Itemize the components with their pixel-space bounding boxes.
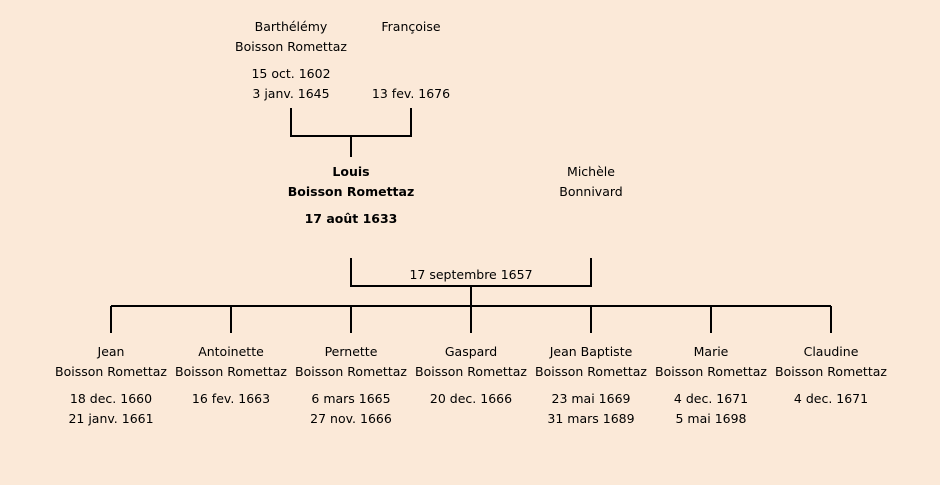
death-date: 5 mai 1698 — [675, 411, 747, 426]
death-date — [761, 409, 901, 429]
first-name: Antoinette — [198, 344, 264, 359]
first-name: Pernette — [324, 344, 378, 359]
birth-date: 15 oct. 1602 — [251, 66, 331, 81]
child-card: Claudine Boisson Romettaz 4 dec. 1671 — [761, 342, 901, 429]
last-name: Boisson Romettaz — [775, 364, 887, 379]
birth-date: 23 mai 1669 — [551, 391, 631, 406]
first-name: Françoise — [381, 19, 441, 34]
child-card: Jean Boisson Romettaz 18 dec. 1660 21 ja… — [41, 342, 181, 429]
death-date: 21 janv. 1661 — [68, 411, 154, 426]
child-card: Marie Boisson Romettaz 4 dec. 1671 5 mai… — [641, 342, 781, 429]
last-name: Bonnivard — [559, 184, 623, 199]
first-name: Barthélémy — [254, 19, 328, 34]
child-card: Gaspard Boisson Romettaz 20 dec. 1666 — [401, 342, 541, 429]
first-name: Marie — [693, 344, 729, 359]
marriage-connector — [350, 258, 592, 306]
child-card: Jean Baptiste Boisson Romettaz 23 mai 16… — [521, 342, 661, 429]
last-name: Boisson Romettaz — [175, 364, 287, 379]
subject-card: Louis Boisson Romettaz 17 août 1633 — [281, 162, 421, 229]
child-card: Pernette Boisson Romettaz 6 mars 1665 27… — [281, 342, 421, 429]
marriage-date: 17 septembre 1657 — [409, 267, 533, 282]
first-name: Louis — [332, 164, 370, 179]
last-name — [341, 37, 481, 57]
first-name: Michèle — [567, 164, 615, 179]
last-name: Boisson Romettaz — [235, 39, 347, 54]
grandfather-card: Barthélémy Boisson Romettaz 15 oct. 1602… — [221, 17, 361, 104]
first-name: Gaspard — [444, 344, 498, 359]
last-name: Boisson Romettaz — [55, 364, 167, 379]
birth-date: 16 fev. 1663 — [191, 391, 271, 406]
death-date — [401, 409, 541, 429]
first-name: Claudine — [803, 344, 859, 359]
spouse-card: Michèle Bonnivard — [521, 162, 661, 202]
grandmother-card: Françoise 13 fev. 1676 — [341, 17, 481, 104]
first-name: Jean Baptiste — [549, 344, 633, 359]
birth-date: 4 dec. 1671 — [673, 391, 749, 406]
death-date — [161, 409, 301, 429]
last-name: Boisson Romettaz — [287, 184, 415, 199]
first-name: Jean — [97, 344, 125, 359]
birth-date — [341, 64, 481, 84]
birth-date: 20 dec. 1666 — [429, 391, 513, 406]
last-name: Boisson Romettaz — [295, 364, 407, 379]
death-date: 27 nov. 1666 — [310, 411, 392, 426]
death-date: 31 mars 1689 — [547, 411, 635, 426]
birth-date: 18 dec. 1660 — [69, 391, 153, 406]
death-date: 13 fev. 1676 — [371, 86, 451, 101]
death-date: 3 janv. 1645 — [252, 86, 330, 101]
birth-date: 6 mars 1665 — [311, 391, 391, 406]
grandparents-connector — [290, 108, 412, 157]
birth-date: 17 août 1633 — [304, 211, 398, 226]
last-name: Boisson Romettaz — [415, 364, 527, 379]
last-name: Boisson Romettaz — [655, 364, 767, 379]
child-card: Antoinette Boisson Romettaz 16 fev. 1663 — [161, 342, 301, 429]
birth-date: 4 dec. 1671 — [793, 391, 869, 406]
last-name: Boisson Romettaz — [535, 364, 647, 379]
